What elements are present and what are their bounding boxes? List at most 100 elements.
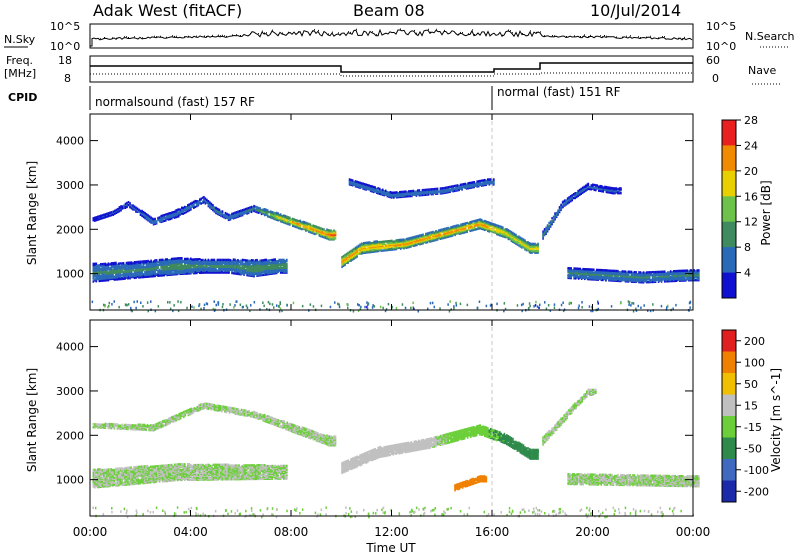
power-data-cell (525, 241, 528, 244)
power-data-cell (362, 242, 365, 245)
power-data-cell (308, 222, 310, 226)
power-data-cell (104, 270, 107, 273)
power-data-cell (115, 208, 118, 212)
power-data-cell (504, 228, 507, 231)
power-data-cell (213, 206, 216, 209)
power-data-cell (259, 272, 261, 275)
power-data-cell (439, 228, 442, 232)
power-data-cell (202, 200, 204, 203)
power-data-cell (139, 213, 142, 216)
power-data-cell (357, 247, 360, 250)
power-data-cell (478, 218, 480, 221)
power-data-cell (152, 274, 155, 277)
nsky-noise (100, 28, 685, 40)
power-data-cell (238, 272, 241, 276)
power-data-cell (301, 227, 303, 231)
power-data-cell (685, 269, 687, 272)
power-data-cell (388, 240, 390, 243)
power-data-cell (118, 262, 120, 265)
power-data-cell (590, 268, 592, 271)
power-data-cell (466, 229, 468, 232)
power-data-cell (599, 270, 601, 274)
power-data-cell (215, 207, 218, 210)
power-data-cell (577, 189, 579, 193)
power-data-cell (231, 260, 233, 263)
power-data-cell (669, 276, 672, 279)
power-data-cell (435, 230, 437, 233)
power-data-cell (401, 244, 404, 247)
power-data-cell (441, 228, 443, 231)
power-data-cell (296, 224, 299, 227)
power-data-cell (400, 247, 402, 250)
power-data-cell (107, 212, 110, 215)
power-data-cell (357, 251, 360, 254)
power-data-cell (414, 243, 417, 246)
power-data-cell (408, 237, 411, 240)
power-data-cell (435, 238, 437, 242)
power-data-cell (107, 271, 110, 274)
power-data-cell (642, 271, 645, 274)
power-data-cell (509, 231, 511, 235)
power-data-cell (429, 233, 431, 236)
power-data-cell (376, 244, 378, 247)
power-data-cell (265, 262, 267, 265)
power-data-cell (127, 261, 130, 264)
power-data-cell (428, 235, 430, 239)
power-data-cell (651, 271, 654, 274)
power-data-cell (473, 221, 476, 225)
power-data-cell (190, 259, 192, 262)
power-data-cell (618, 271, 621, 274)
power-data-cell (92, 277, 95, 280)
power-data-cell (695, 270, 697, 273)
power-data-cell (463, 231, 465, 234)
power-data-cell (193, 200, 195, 204)
power-data-cell (268, 263, 270, 266)
power-data-cell (583, 188, 586, 191)
power-data-cell (148, 275, 151, 278)
power-data-cell (181, 212, 183, 215)
power-data-cell (126, 201, 128, 205)
power-data-cell (212, 258, 214, 262)
power-data-cell (266, 259, 269, 262)
power-data-cell (647, 274, 649, 277)
power-data-cell (172, 272, 174, 275)
power-data-cell (488, 229, 491, 232)
power-data-cell (373, 240, 375, 243)
power-data-cell (577, 277, 580, 280)
power-data-cell (145, 213, 148, 216)
power-data-cell (257, 260, 260, 264)
power-data-cell (222, 258, 225, 262)
power-data-cell (323, 228, 325, 231)
power-series-5 (567, 267, 700, 284)
power-data-cell (100, 267, 102, 271)
power-data-cell (574, 192, 576, 195)
power-data-cell (607, 189, 609, 192)
power-data-cell (636, 273, 639, 276)
power-data-cell (130, 204, 133, 207)
power-data-cell (582, 267, 584, 271)
power-data-cell (656, 276, 658, 279)
power-data-cell (249, 271, 251, 274)
power-data-cell (568, 198, 570, 201)
power-data-cell (116, 263, 119, 266)
power-data-cell (228, 213, 230, 217)
power-data-cell (392, 240, 395, 243)
power-data-cell (638, 271, 640, 274)
power-data-cell (341, 255, 343, 259)
power-data-cell (690, 271, 693, 274)
power-data-cell (207, 266, 210, 269)
power-data-cell (599, 268, 601, 272)
power-data-cell (666, 280, 669, 283)
power-data-cell (671, 279, 673, 283)
power-data-cell (97, 264, 99, 267)
power-data-cell (503, 232, 506, 236)
power-data-cell (357, 181, 360, 184)
power-data-cell (277, 259, 279, 263)
power-data-cell (602, 278, 604, 282)
power-data-cell (318, 233, 321, 236)
power-data-cell (455, 231, 458, 234)
power-data-cell (121, 276, 123, 280)
power-data-cell (577, 267, 580, 270)
power-data-cell (545, 226, 547, 229)
power-data-cell (365, 241, 368, 244)
